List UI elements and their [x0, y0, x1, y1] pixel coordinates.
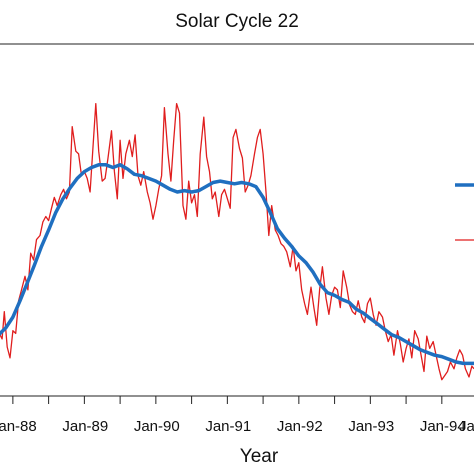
x-tick-label: Jan-89 — [62, 418, 108, 435]
x-tick-label: Jan-88 — [0, 418, 37, 435]
x-axis-title: Year — [240, 446, 279, 467]
x-tick-label: Ja — [459, 418, 474, 435]
x-tick-label: Jan-91 — [205, 418, 251, 435]
legend — [455, 183, 474, 241]
x-tick-label: Jan-94 — [420, 418, 466, 435]
chart-title: Solar Cycle 22 — [175, 11, 299, 32]
x-tick-label: Jan-90 — [134, 418, 180, 435]
series-smoothed-line — [0, 163, 474, 366]
series-layer — [0, 102, 474, 381]
x-tick-label: Jan-93 — [348, 418, 394, 435]
x-axis-ticks — [12, 396, 443, 404]
series-monthly-line — [0, 102, 474, 381]
x-axis-tick-labels: Jan-88 Jan-89 Jan-90 Jan-91 Jan-92 Jan-93 Jan-… — [0, 418, 474, 435]
x-tick-label: Jan-92 — [277, 418, 323, 435]
